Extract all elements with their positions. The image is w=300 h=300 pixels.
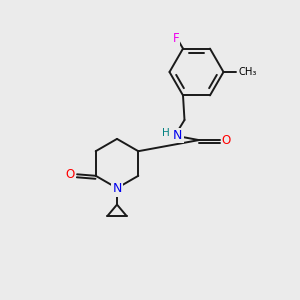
- Text: O: O: [222, 134, 231, 147]
- Text: O: O: [66, 168, 75, 181]
- Text: N: N: [173, 129, 183, 142]
- Text: F: F: [172, 32, 179, 45]
- Text: N: N: [112, 182, 122, 196]
- Text: H: H: [162, 128, 170, 139]
- Text: CH₃: CH₃: [238, 67, 257, 77]
